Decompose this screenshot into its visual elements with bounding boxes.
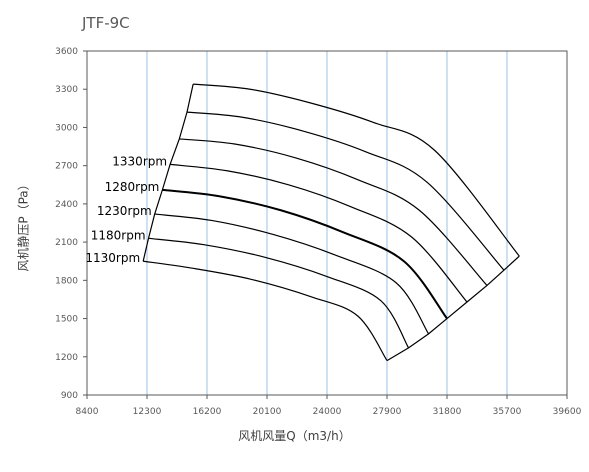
- curve-series-6: [179, 138, 488, 286]
- curve-1280rpm: [162, 188, 448, 320]
- rpm-label: 1230rpm: [97, 204, 152, 218]
- x-tick-label: 39600: [553, 407, 582, 417]
- right-boundary-line: [386, 255, 520, 362]
- x-tick-label: 16200: [193, 407, 222, 417]
- left-boundary-line: [142, 83, 194, 262]
- chart-title: JTF-9C: [82, 14, 130, 32]
- curve-series-8: [193, 83, 520, 257]
- x-tick-label: 24000: [313, 407, 342, 417]
- y-tick-label: 2100: [55, 238, 78, 248]
- curve-series-7: [186, 111, 505, 271]
- curve-1180rpm: [148, 237, 410, 349]
- y-tick-label: 3000: [55, 123, 78, 133]
- y-tick-label: 1800: [55, 276, 78, 286]
- curve-1230rpm: [154, 213, 430, 335]
- y-tick-label: 2400: [55, 200, 78, 210]
- x-tick-label: 8400: [76, 407, 99, 417]
- rpm-label: 1130rpm: [85, 251, 140, 265]
- y-tick-label: 900: [61, 391, 78, 401]
- x-axis-label: 风机风量Q（m3/h）: [238, 429, 351, 443]
- y-tick-label: 3300: [55, 85, 78, 95]
- x-tick-label: 31800: [433, 407, 462, 417]
- curve-1130rpm: [143, 260, 388, 361]
- y-tick-label: 1200: [55, 353, 78, 363]
- x-tick-label: 20100: [253, 407, 282, 417]
- curve-1330rpm: [170, 163, 468, 303]
- y-tick-label: 2700: [55, 162, 78, 172]
- rpm-label: 1180rpm: [91, 228, 146, 242]
- x-tick-label: 27900: [373, 407, 402, 417]
- rpm-label: 1280rpm: [105, 180, 160, 194]
- y-tick-label: 3600: [55, 47, 78, 57]
- rpm-label: 1330rpm: [112, 154, 167, 168]
- x-tick-label: 12300: [133, 407, 162, 417]
- y-axis-label: 风机静压P（Pa）: [16, 178, 31, 272]
- y-tick-label: 1500: [55, 315, 78, 325]
- x-tick-label: 35700: [493, 407, 522, 417]
